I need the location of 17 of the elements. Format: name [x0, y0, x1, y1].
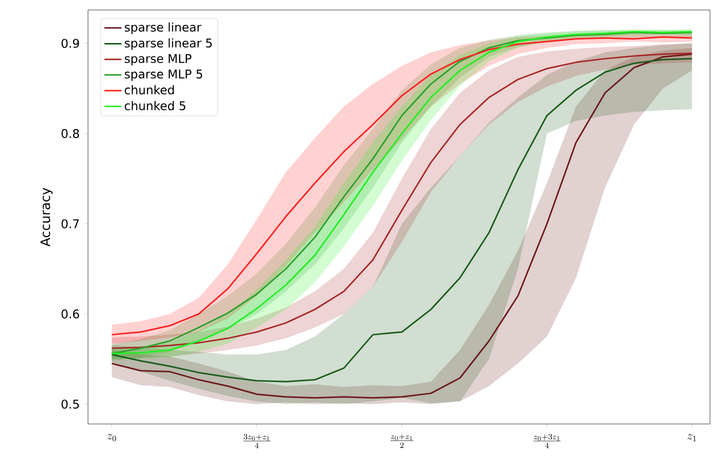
y-tick-label: 0.7: [62, 219, 79, 228]
x-tick-label: $\frac{3z_0 + z_1}{4}$: [243, 434, 270, 448]
y-tick-label: 0.9: [62, 38, 79, 48]
y-axis-title: Accuracy: [40, 188, 53, 246]
x-tick-label: $z_1$: [687, 434, 696, 442]
x-tick-label: $\frac{z_0 + z_1}{2}$: [390, 434, 414, 448]
legend-label: chunked 5: [124, 101, 186, 110]
legend-label: chunked: [124, 85, 174, 94]
x-tick-label: $z_0$: [107, 434, 116, 442]
y-tick-label: 0.8: [62, 129, 79, 138]
y-tick-label: 0.6: [62, 309, 80, 318]
y-tick-label: 0.5: [62, 400, 79, 409]
legend-label: sparse linear: [124, 22, 202, 34]
legend-label: sparse linear 5: [124, 38, 212, 50]
x-tick-label: $\frac{z_0 + 3z_1}{4}$: [533, 434, 560, 448]
legend-label: sparse MLP: [124, 54, 192, 66]
legend-label: sparse MLP 5: [124, 70, 202, 81]
